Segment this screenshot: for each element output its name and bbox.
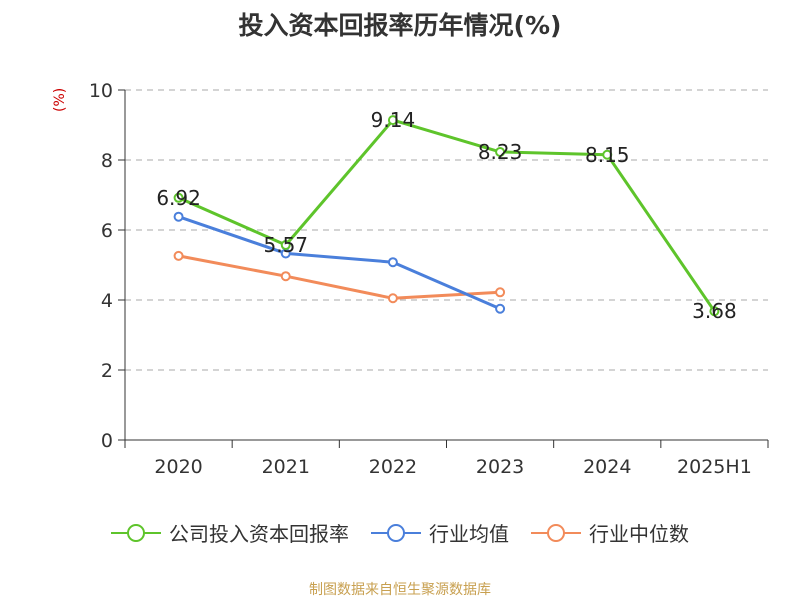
axes: 0 2 4 6 8 10 2020 2021 2022 2023 2024 2025H1 bbox=[89, 80, 769, 478]
legend-label-industry-mean: 行业均值 bbox=[429, 522, 509, 546]
data-label: 5.57 bbox=[263, 233, 308, 257]
series-point[interactable] bbox=[387, 115, 398, 126]
legend-swatch-company-icon bbox=[111, 523, 161, 542]
series-point[interactable] bbox=[280, 271, 291, 282]
legend-swatch-industry-median-icon bbox=[531, 523, 581, 542]
series-line bbox=[178, 254, 501, 300]
x-tick-label: 2020 bbox=[154, 456, 202, 478]
legend-label-company: 公司投入资本回报率 bbox=[169, 522, 349, 546]
y-tick-label: 0 bbox=[101, 430, 113, 452]
series-line bbox=[177, 118, 716, 313]
data-label: 8.23 bbox=[478, 140, 523, 164]
legend-item-company[interactable]: 公司投入资本回报率 bbox=[111, 518, 349, 547]
data-label: 9.14 bbox=[371, 108, 416, 132]
series-point[interactable] bbox=[495, 287, 506, 298]
series-lines bbox=[173, 115, 720, 317]
series-point[interactable] bbox=[709, 306, 720, 317]
series-point[interactable] bbox=[387, 293, 398, 304]
x-tick-label: 2023 bbox=[476, 456, 524, 478]
grid-lines bbox=[125, 89, 768, 371]
series-point[interactable] bbox=[602, 149, 613, 160]
x-tick-label: 2021 bbox=[262, 456, 310, 478]
data-label: 3.68 bbox=[692, 299, 737, 323]
source-note: 制图数据来自恒生聚源数据库 bbox=[309, 582, 491, 598]
data-labels: 6.92 5.57 9.14 8.23 8.15 3.68 bbox=[156, 108, 736, 323]
chart-title: 投入资本回报率历年情况(%) bbox=[238, 11, 562, 40]
x-tick-label: 2025H1 bbox=[677, 456, 752, 478]
x-tick-label: 2024 bbox=[583, 456, 631, 478]
series-point[interactable] bbox=[173, 192, 184, 203]
series-point[interactable] bbox=[173, 211, 184, 222]
series-point[interactable] bbox=[387, 257, 398, 268]
y-tick-label: 4 bbox=[101, 290, 113, 312]
legend-item-industry-median[interactable]: 行业中位数 bbox=[531, 518, 689, 547]
data-label: 6.92 bbox=[156, 186, 201, 210]
legend: 公司投入资本回报率 行业均值 行业中位数 bbox=[0, 518, 800, 547]
x-tick-label: 2022 bbox=[369, 456, 417, 478]
legend-swatch-industry-mean-icon bbox=[371, 523, 421, 542]
data-label: 8.15 bbox=[585, 143, 630, 167]
y-tick-label: 6 bbox=[101, 220, 113, 242]
y-tick-label: 2 bbox=[101, 360, 113, 382]
series-line bbox=[178, 215, 501, 311]
y-tick-label: 10 bbox=[89, 80, 113, 102]
legend-label-industry-median: 行业中位数 bbox=[589, 522, 689, 546]
series-point[interactable] bbox=[173, 250, 184, 261]
series-point[interactable] bbox=[495, 303, 506, 314]
y-tick-label: 8 bbox=[101, 150, 113, 172]
series-point[interactable] bbox=[495, 146, 506, 157]
legend-item-industry-mean[interactable]: 行业均值 bbox=[371, 518, 509, 547]
series-point[interactable] bbox=[280, 240, 291, 251]
